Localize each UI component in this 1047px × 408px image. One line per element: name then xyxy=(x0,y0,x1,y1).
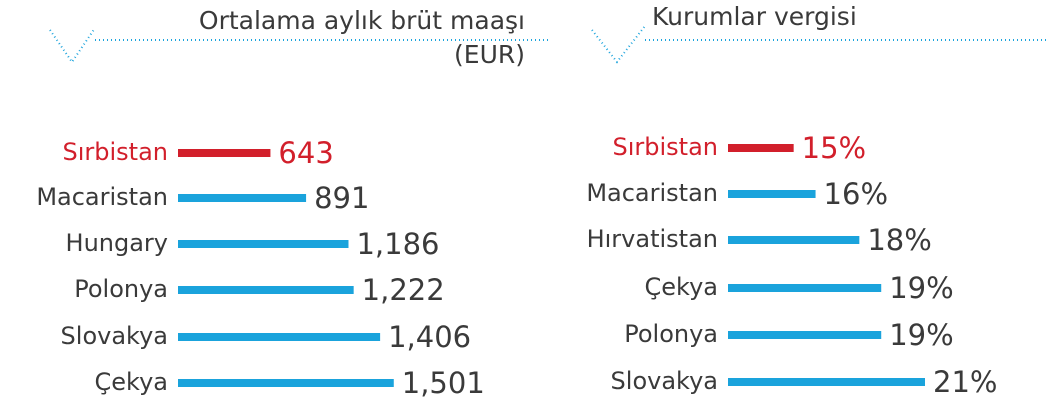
value-label: 891 xyxy=(314,181,369,215)
value-label: 1,186 xyxy=(356,227,439,261)
bar xyxy=(178,333,381,341)
value-label: 643 xyxy=(278,136,333,170)
bar xyxy=(728,284,882,292)
value-label: 1,501 xyxy=(402,366,485,400)
category-label: Çekya xyxy=(95,368,168,396)
bar xyxy=(178,149,271,157)
bar xyxy=(178,379,394,387)
value-label: 1,406 xyxy=(388,320,471,354)
category-label: Sırbistan xyxy=(62,138,168,166)
bar xyxy=(728,378,925,386)
value-label: 21% xyxy=(933,365,997,399)
bar xyxy=(728,190,816,198)
category-label: Macaristan xyxy=(586,179,718,207)
bar xyxy=(178,194,307,202)
value-label: 19% xyxy=(889,318,953,352)
category-label: Polonya xyxy=(624,320,718,348)
category-label: Sırbistan xyxy=(612,133,718,161)
chart-title: Kurumlar vergisi xyxy=(652,2,857,31)
bar xyxy=(178,240,349,248)
chart-title: Ortalama aylık brüt maaşı xyxy=(199,6,525,35)
value-label: 1,222 xyxy=(362,273,445,307)
value-label: 18% xyxy=(867,223,931,257)
decoration xyxy=(49,25,1047,64)
check-icon xyxy=(591,25,646,64)
category-label: Hungary xyxy=(66,229,168,257)
category-label: Slovakya xyxy=(611,367,718,395)
bar xyxy=(728,236,860,244)
category-label: Polonya xyxy=(74,275,168,303)
bar xyxy=(178,286,354,294)
value-label: 15% xyxy=(802,131,866,165)
category-label: Çekya xyxy=(645,273,718,301)
chart-subtitle: (EUR) xyxy=(454,40,525,69)
category-label: Slovakya xyxy=(61,322,168,350)
category-label: Hırvatistan xyxy=(587,225,718,253)
check-icon xyxy=(49,27,96,64)
category-label: Macaristan xyxy=(36,183,168,211)
bar xyxy=(728,331,882,339)
bar xyxy=(728,144,794,152)
value-label: 19% xyxy=(889,271,953,305)
value-label: 16% xyxy=(824,177,888,211)
